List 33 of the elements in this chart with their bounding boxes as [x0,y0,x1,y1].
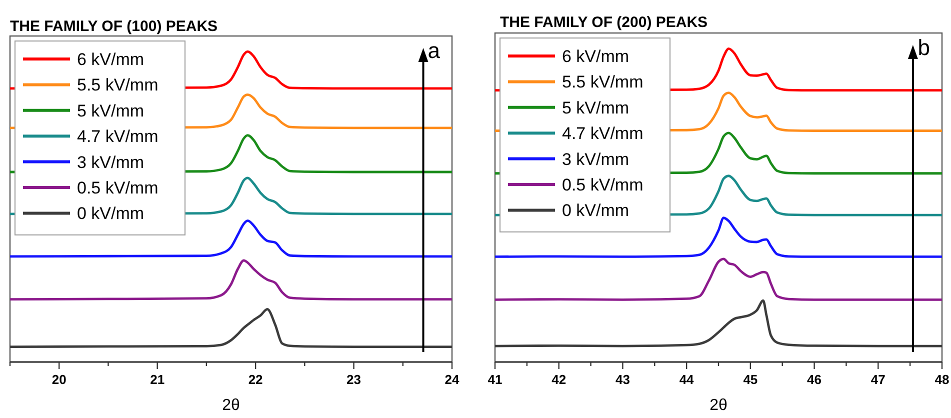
legend-label: 4.7 kV/mm [77,127,158,146]
x-tick-label: 44 [679,372,695,387]
chart-title: THE FAMILY OF (200) PEAKS [500,14,708,31]
legend-label: 5 kV/mm [562,98,630,118]
legend-label: 4.7 kV/mm [562,124,644,144]
legend-label: 0 kV/mm [77,204,144,224]
x-axis-title: 2θ [710,397,728,414]
x-tick-label: 20 [52,372,66,387]
x-tick-label: 45 [743,372,758,387]
legend-label: 5.5 kV/mm [562,72,644,92]
x-tick-label: 47 [870,372,886,387]
legend-label: 6 kV/mm [562,47,630,66]
x-tick-label: 24 [444,372,460,387]
x-tick-label: 21 [150,372,165,387]
chart-title: THE FAMILY OF (100) PEAKS [10,18,218,35]
x-tick-label: 23 [346,372,362,387]
x-tick-label: 46 [807,372,822,387]
legend-label: 0 kV/mm [562,201,630,220]
legend-label: 3 kV/mm [562,150,630,169]
annotation: b [918,35,930,60]
x-tick-label: 41 [488,372,502,387]
x-tick-label: 48 [934,372,950,387]
legend-label: 6 kV/mm [77,50,144,69]
legend-label: 3 kV/mm [77,152,144,172]
x-tick-label: 22 [248,372,263,387]
legend-label: 0.5 kV/mm [562,176,644,194]
annotation: a [428,38,441,63]
legend-label: 5.5 kV/mm [77,76,158,95]
x-axis-title: 2θ [222,397,240,414]
legend-label: 5 kV/mm [77,101,144,120]
x-tick-label: 43 [615,372,630,387]
legend-label: 0.5 kV/mm [77,178,158,198]
x-tick-label: 42 [552,372,566,387]
